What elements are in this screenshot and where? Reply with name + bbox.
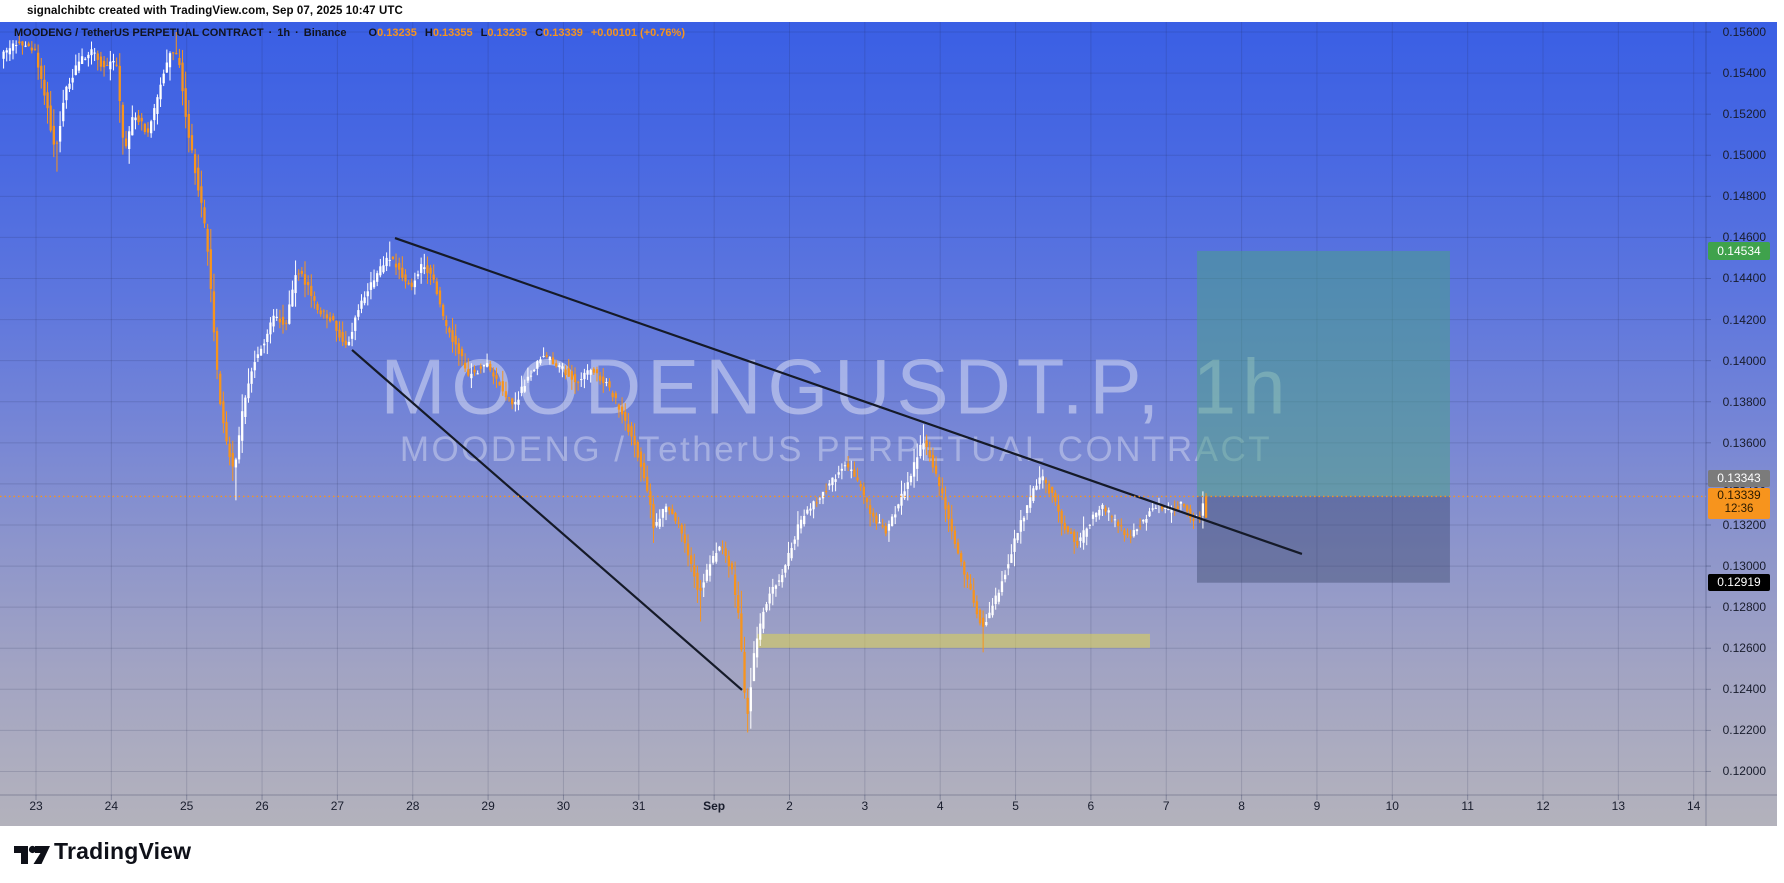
time-tick-label: 11 bbox=[1461, 799, 1474, 813]
time-tick-label: 12 bbox=[1536, 799, 1550, 813]
legend-separator: · bbox=[295, 27, 299, 39]
price-tick-label: 0.14600 bbox=[1722, 230, 1766, 245]
legend-ohlc-letter: H bbox=[424, 27, 433, 39]
header-credit-text: signalchibtc created with TradingView.co… bbox=[27, 5, 403, 17]
time-tick-label: 27 bbox=[330, 799, 345, 813]
time-tick-label: 9 bbox=[1313, 799, 1321, 813]
time-tick-label: 13 bbox=[1611, 799, 1626, 813]
target-price-label[interactable]: 0.14534 bbox=[1708, 241, 1770, 260]
price-tick-label: 0.12200 bbox=[1722, 723, 1766, 738]
price-tick-label: 0.13600 bbox=[1722, 435, 1766, 450]
last-price-label[interactable]: 0.13339 12:36 bbox=[1708, 487, 1770, 519]
time-tick-label: 25 bbox=[180, 799, 194, 813]
time-tick-label: 14 bbox=[1687, 799, 1701, 813]
price-tick-label: 0.14200 bbox=[1722, 312, 1766, 327]
legend-change: +0.00101 (+0.76%) bbox=[590, 27, 685, 39]
stop-price-label[interactable]: 0.12919 bbox=[1708, 574, 1770, 592]
countdown-timer: 12:36 bbox=[1724, 503, 1754, 516]
time-tick-label: 24 bbox=[104, 799, 119, 813]
price-tick-label: 0.12600 bbox=[1722, 641, 1766, 656]
price-tick-label: 0.12800 bbox=[1722, 600, 1766, 615]
time-tick-label: 31 bbox=[632, 799, 646, 813]
legend-interval: 1h bbox=[277, 27, 291, 39]
price-tick-label: 0.13200 bbox=[1722, 517, 1766, 532]
legend-ohlc-value: 0.13339 bbox=[543, 27, 583, 39]
tradingview-logo-icon[interactable] bbox=[14, 840, 50, 870]
legend-ohlc-letter: L bbox=[480, 27, 488, 39]
time-tick-label: 7 bbox=[1162, 799, 1170, 813]
price-tick-label: 0.13800 bbox=[1722, 394, 1766, 409]
legend-ohlc: O0.13235 H0.13355 L0.13235 C0.13339 +0.00101… bbox=[361, 27, 685, 39]
price-tick-label: 0.14800 bbox=[1722, 189, 1766, 204]
price-tick-label: 0.12000 bbox=[1722, 764, 1766, 779]
long-position-stop-box bbox=[1196, 496, 1450, 583]
right-gutter bbox=[1777, 0, 1784, 883]
prev-close-label[interactable]: 0.13343 bbox=[1708, 470, 1770, 488]
legend-ohlc-letter: C bbox=[535, 27, 544, 39]
long-position-profit-box bbox=[1196, 250, 1450, 497]
time-tick-label: 23 bbox=[29, 799, 43, 813]
legend-ohlc-value: 0.13235 bbox=[377, 27, 417, 39]
tradingview-brand-text[interactable]: TradingView bbox=[54, 838, 192, 864]
wedge-upper-trendline bbox=[394, 236, 1303, 555]
support-zone bbox=[756, 633, 1150, 648]
legend-symbol-title: MOODENG / TetherUS PERPETUAL CONTRACT bbox=[14, 27, 264, 39]
time-tick-label: 3 bbox=[861, 799, 869, 813]
footer: TradingView bbox=[0, 826, 1784, 883]
time-tick-label: 2 bbox=[786, 799, 793, 813]
price-tick-label: 0.12400 bbox=[1722, 682, 1766, 697]
legend-exchange: Binance bbox=[303, 27, 347, 39]
time-tick-label: 30 bbox=[556, 799, 571, 813]
price-tick-label: 0.14000 bbox=[1722, 353, 1766, 368]
time-tick-label: 26 bbox=[255, 799, 269, 813]
legend-ohlc-value: 0.13355 bbox=[432, 27, 473, 39]
time-tick-label: 4 bbox=[936, 799, 944, 813]
price-tick-label: 0.15200 bbox=[1722, 107, 1766, 122]
wedge-lower-trendline bbox=[351, 349, 743, 691]
header-strip: signalchibtc created with TradingView.co… bbox=[0, 0, 1784, 22]
time-tick-label: 6 bbox=[1087, 799, 1095, 813]
chart-background[interactable] bbox=[0, 22, 1777, 826]
price-tick-label: 0.13000 bbox=[1722, 559, 1766, 574]
chart-legend[interactable]: MOODENG / TetherUS PERPETUAL CONTRACT · 1h… bbox=[14, 27, 685, 39]
price-tick-label: 0.14400 bbox=[1722, 271, 1766, 286]
time-tick-label: 29 bbox=[481, 799, 495, 813]
time-tick-label: 5 bbox=[1012, 799, 1019, 813]
time-tick-label: 10 bbox=[1385, 799, 1399, 813]
time-tick-label: 8 bbox=[1238, 799, 1245, 813]
price-tick-label: 0.15600 bbox=[1722, 25, 1766, 39]
legend-ohlc-value: 0.13235 bbox=[487, 27, 528, 39]
time-tick-label: Sep bbox=[703, 799, 726, 813]
price-tick-label: 0.15000 bbox=[1722, 148, 1766, 163]
legend-separator: · bbox=[268, 27, 273, 39]
legend-ohlc-letter: O bbox=[368, 27, 378, 39]
price-tick-label: 0.15400 bbox=[1722, 66, 1766, 81]
time-tick-label: 28 bbox=[406, 799, 420, 813]
